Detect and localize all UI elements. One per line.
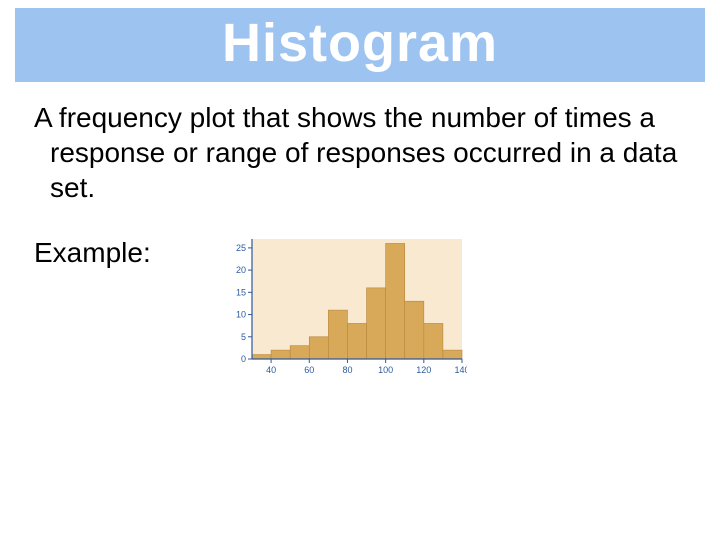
svg-text:0: 0: [241, 354, 246, 364]
svg-text:60: 60: [304, 365, 314, 375]
svg-text:40: 40: [266, 365, 276, 375]
svg-text:5: 5: [241, 332, 246, 342]
definition-text: A frequency plot that shows the number o…: [16, 82, 720, 205]
svg-text:100: 100: [378, 365, 393, 375]
example-row: Example: 40 60 80 100 120 140 0 5 10 15 20 25: [0, 205, 720, 379]
svg-text:25: 25: [236, 243, 246, 253]
title-bar: Histogram: [15, 8, 705, 82]
svg-text:10: 10: [236, 310, 246, 320]
example-label: Example:: [34, 237, 151, 269]
svg-text:120: 120: [416, 365, 431, 375]
svg-text:15: 15: [236, 287, 246, 297]
page-title: Histogram: [15, 12, 705, 74]
svg-text:20: 20: [236, 265, 246, 275]
histogram-svg: 40 60 80 100 120 140 0 5 10 15 20 25: [207, 229, 467, 379]
histogram-chart: 40 60 80 100 120 140 0 5 10 15 20 25: [207, 229, 467, 379]
svg-text:140: 140: [454, 365, 467, 375]
svg-text:80: 80: [342, 365, 352, 375]
